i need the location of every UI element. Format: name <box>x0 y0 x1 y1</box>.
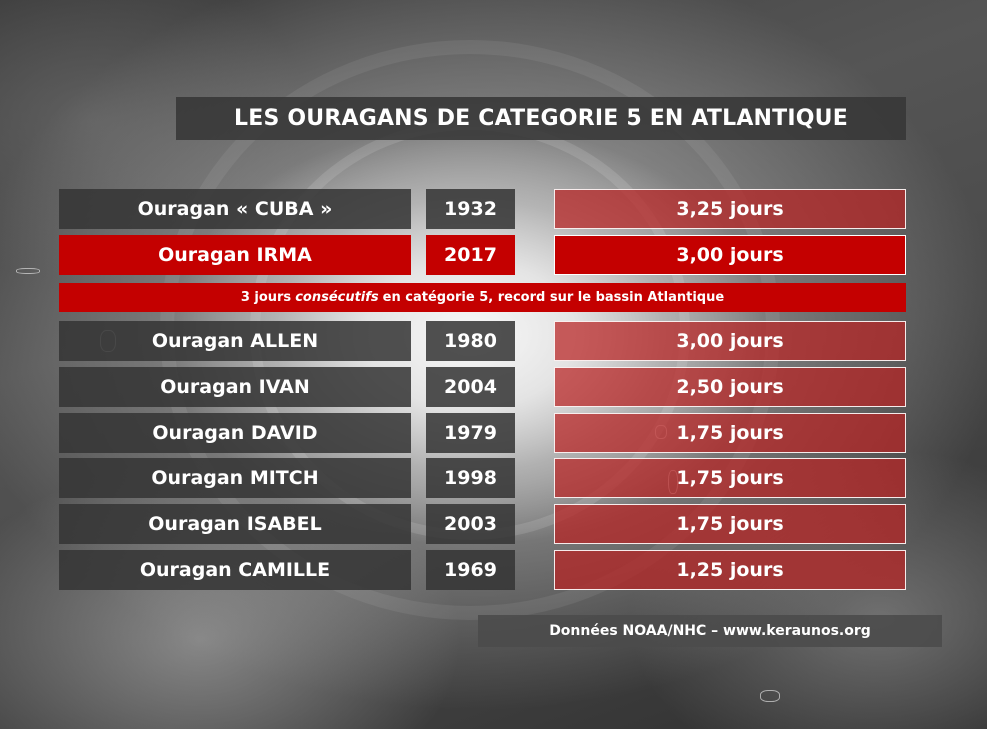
hurricane-year: 2003 <box>426 504 515 544</box>
hurricane-name: Ouragan ISABEL <box>59 504 411 544</box>
hurricane-name: Ouragan IRMA <box>59 235 411 275</box>
banner-suffix: en catégorie 5, record sur le bassin Atl… <box>382 290 725 305</box>
hurricane-name: Ouragan DAVID <box>59 413 411 453</box>
hurricane-year: 2004 <box>426 367 515 407</box>
hurricane-year: 1932 <box>426 189 515 229</box>
island-outline <box>16 268 40 274</box>
hurricane-duration: 1,75 jours <box>554 413 906 453</box>
hurricane-duration: 3,25 jours <box>554 189 906 229</box>
hurricane-name: Ouragan IVAN <box>59 367 411 407</box>
hurricane-name: Ouragan CAMILLE <box>59 550 411 590</box>
hurricane-name: Ouragan « CUBA » <box>59 189 411 229</box>
source-credit: Données NOAA/NHC – www.keraunos.org <box>478 615 942 647</box>
hurricane-name: Ouragan ALLEN <box>59 321 411 361</box>
hurricane-duration: 3,00 jours <box>554 321 906 361</box>
page-title: LES OURAGANS DE CATEGORIE 5 EN ATLANTIQU… <box>176 97 906 140</box>
hurricane-duration: 1,25 jours <box>554 550 906 590</box>
banner-prefix: 3 jours <box>240 290 292 305</box>
hurricane-year: 2017 <box>426 235 515 275</box>
hurricane-year: 1998 <box>426 458 515 498</box>
hurricane-duration: 3,00 jours <box>554 235 906 275</box>
island-outline <box>760 690 780 702</box>
hurricane-year: 1979 <box>426 413 515 453</box>
hurricane-year: 1980 <box>426 321 515 361</box>
hurricane-duration: 1,75 jours <box>554 504 906 544</box>
hurricane-name: Ouragan MITCH <box>59 458 411 498</box>
hurricane-year: 1969 <box>426 550 515 590</box>
banner-emphasis: consécutifs <box>295 290 379 305</box>
hurricane-duration: 1,75 jours <box>554 458 906 498</box>
record-banner: 3 jours consécutifs en catégorie 5, reco… <box>59 283 906 312</box>
hurricane-duration: 2,50 jours <box>554 367 906 407</box>
